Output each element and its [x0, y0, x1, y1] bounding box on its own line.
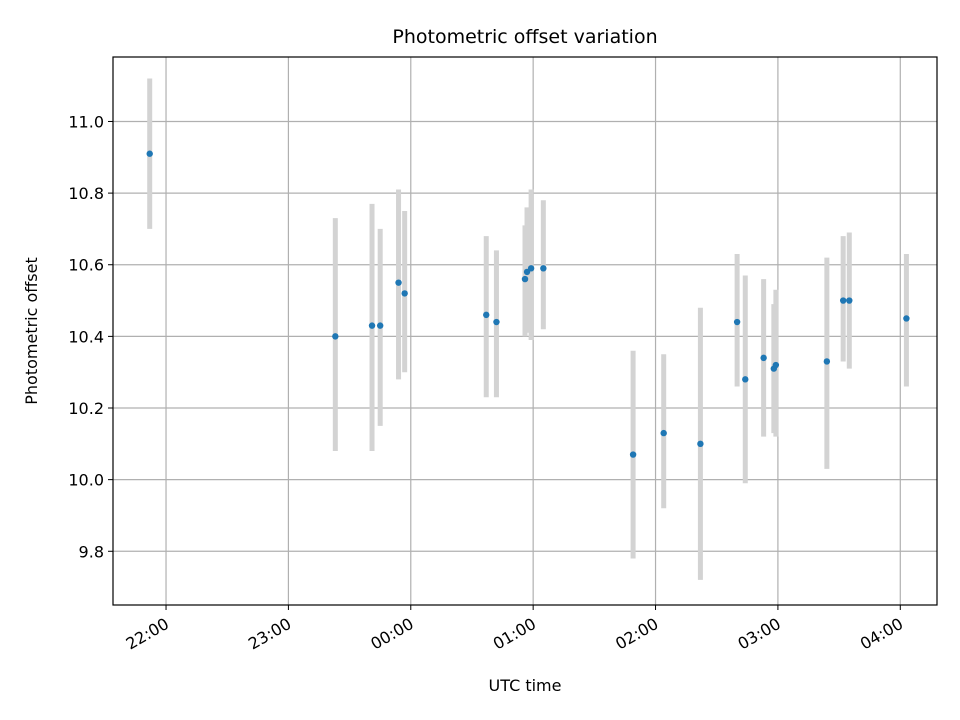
- data-point: [660, 429, 667, 437]
- data-point: [742, 376, 749, 383]
- data-point: [760, 354, 767, 362]
- y-tick-label: 10.4: [68, 327, 104, 346]
- y-tick-label: 10.2: [68, 399, 104, 418]
- data-points: [146, 150, 910, 458]
- data-point: [839, 297, 847, 304]
- y-tick-label: 10.8: [68, 184, 104, 203]
- data-point: [493, 318, 500, 326]
- data-point: [772, 361, 780, 369]
- x-axis-title: UTC time: [489, 676, 562, 695]
- data-point: [368, 322, 376, 329]
- data-point: [332, 333, 339, 340]
- chart-title: Photometric offset variation: [392, 26, 657, 48]
- data-point: [527, 265, 535, 272]
- data-point: [540, 265, 547, 272]
- plot-frame: [112, 56, 938, 606]
- data-point: [146, 150, 153, 157]
- data-point: [846, 297, 853, 304]
- data-point: [733, 318, 741, 326]
- y-axis-ticks: 9.8 10.0 10.2 10.4 10.6 10.8 11.0: [68, 112, 113, 561]
- data-point: [823, 358, 831, 365]
- data-point: [395, 279, 402, 286]
- data-point: [629, 451, 637, 458]
- y-tick-label: 11.0: [68, 112, 104, 131]
- data-point: [903, 315, 910, 322]
- y-tick-label: 10.0: [68, 471, 104, 490]
- data-point: [401, 290, 408, 297]
- data-point: [521, 275, 529, 283]
- y-tick-label: 10.6: [68, 256, 104, 275]
- data-point: [483, 311, 490, 319]
- data-point: [376, 322, 384, 329]
- data-point: [697, 440, 704, 448]
- y-tick-label: 9.8: [79, 542, 104, 561]
- y-axis-title: Photometric offset: [22, 257, 41, 405]
